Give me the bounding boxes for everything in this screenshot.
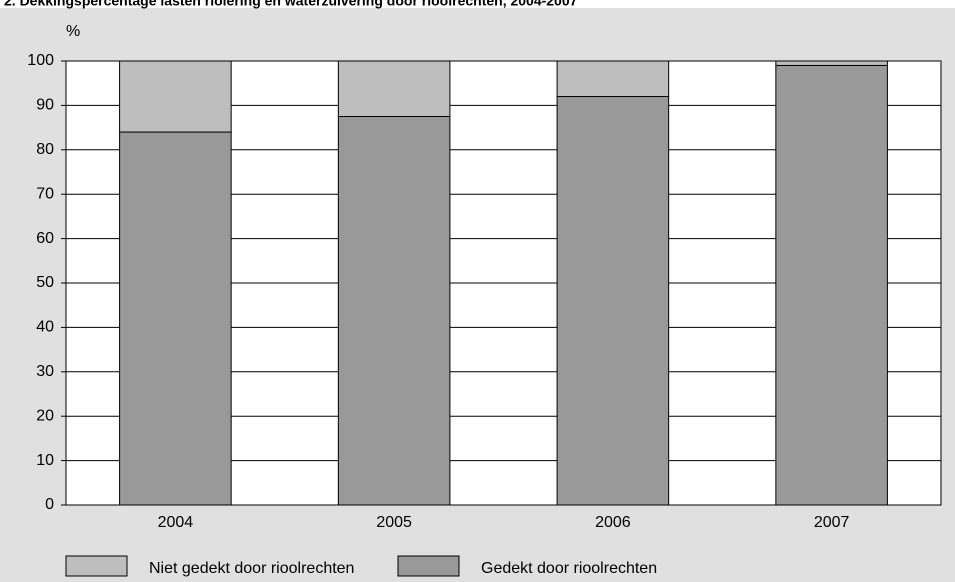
y-tick-label: 10 — [36, 452, 54, 469]
y-tick-label: 80 — [36, 141, 54, 158]
y-tick-label: 20 — [36, 407, 54, 424]
x-tick-label: 2004 — [158, 514, 194, 531]
y-tick-label: 100 — [27, 52, 54, 69]
bar-segment — [119, 131, 232, 506]
y-tick-label: 90 — [36, 97, 54, 114]
x-tick-label: 2007 — [814, 514, 850, 531]
y-tick-label: 60 — [36, 230, 54, 247]
y-tick-label: 40 — [36, 319, 54, 336]
legend-swatch — [65, 555, 128, 577]
bar-segment — [119, 60, 232, 133]
bar-segment — [556, 60, 670, 98]
x-tick-label: 2005 — [376, 514, 412, 531]
y-axis-label: % — [66, 23, 80, 40]
bar-segment — [775, 64, 888, 506]
bar-segment — [556, 96, 670, 506]
y-tick-label: 30 — [36, 363, 54, 380]
y-tick-label: 0 — [45, 496, 54, 513]
legend-swatch — [397, 555, 460, 577]
chart-title: 2. Dekkingspercentage lasten riolering e… — [4, 0, 578, 9]
x-tick-label: 2006 — [595, 514, 631, 531]
bar-segment — [337, 60, 451, 117]
legend-label: Gedekt door rioolrechten — [481, 560, 657, 577]
legend-label: Niet gedekt door rioolrechten — [149, 560, 354, 577]
bar-segment — [337, 116, 451, 506]
y-tick-label: 70 — [36, 185, 54, 202]
y-tick-label: 50 — [36, 274, 54, 291]
bar-segment — [775, 60, 888, 66]
